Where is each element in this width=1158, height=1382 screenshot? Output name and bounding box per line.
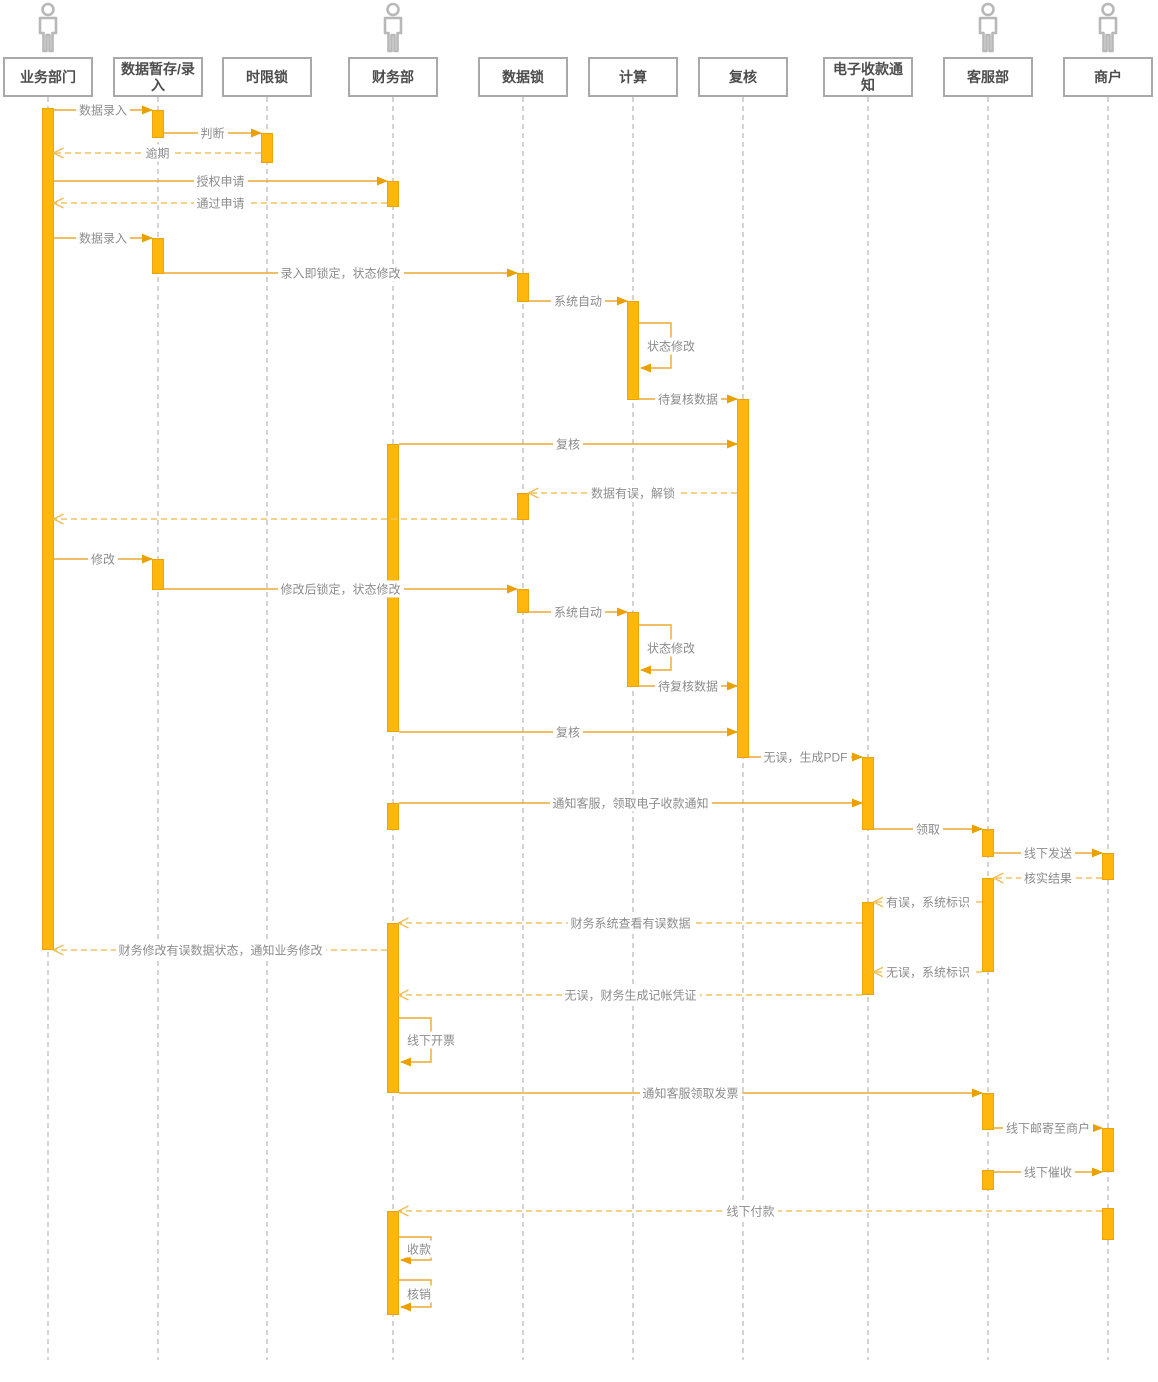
message-label-22: 线下发送 [1020, 844, 1076, 862]
message-label-15: 系统自动 [550, 603, 606, 621]
message-label-28: 无误，财务生成记帐凭证 [561, 986, 700, 1004]
message-label-26: 财务修改有误数据状态，通知业务修改 [115, 941, 326, 959]
lifeline-header-calc[interactable]: 计算 [588, 57, 678, 97]
activation-bar-calc-14 [627, 612, 639, 687]
self-message-label-29: 线下开票 [405, 1031, 458, 1049]
activation-bar-staging-2 [152, 238, 164, 274]
lifeline-header-datalock[interactable]: 数据锁 [478, 57, 568, 97]
message-label-4: 通过申请 [193, 194, 248, 212]
message-label-17: 待复核数据 [654, 677, 722, 695]
self-message-label-34: 收款 [405, 1240, 434, 1257]
message-label-10: 复核 [552, 435, 584, 453]
message-label-23: 核实结果 [1020, 869, 1076, 887]
actor-icon-merchant [1098, 2, 1118, 53]
self-message-label-8: 状态修改 [645, 337, 698, 354]
activation-bar-timelock-4 [261, 133, 273, 163]
lifeline-header-business[interactable]: 业务部门 [3, 57, 93, 97]
message-label-20: 通知客服，领取电子收款通知 [549, 794, 712, 812]
activation-bar-finance-7 [387, 803, 399, 830]
self-message-label-35: 核销 [405, 1285, 434, 1302]
activation-bar-service-18 [982, 829, 994, 857]
message-label-21: 领取 [912, 820, 944, 838]
message-label-33: 线下付款 [723, 1202, 778, 1220]
message-label-32: 线下催收 [1020, 1163, 1076, 1181]
message-label-11: 数据有误，解锁 [587, 484, 679, 502]
message-label-14: 修改后锁定，状态修改 [277, 580, 404, 598]
activation-bar-datalock-11 [517, 493, 529, 520]
actor-icon-finance [383, 2, 403, 53]
message-label-27: 无误，系统标识 [882, 963, 974, 981]
message-label-7: 系统自动 [550, 292, 606, 310]
activation-bar-staging-1 [152, 110, 164, 138]
self-message-label-16: 状态修改 [645, 639, 698, 656]
message-label-31: 线下邮寄至商户 [1002, 1119, 1094, 1137]
activation-bar-datalock-12 [517, 589, 529, 613]
activation-bar-enotice-16 [862, 757, 874, 830]
message-label-25: 财务系统查看有误数据 [567, 914, 694, 932]
activation-bar-service-20 [982, 1093, 994, 1130]
actor-icon-business [38, 2, 58, 53]
activation-bar-merchant-22 [1102, 853, 1114, 880]
lifeline-header-staging[interactable]: 数据暂存/录入 [113, 57, 203, 97]
activation-bar-merchant-23 [1102, 1128, 1114, 1172]
lifeline-header-service[interactable]: 客服部 [943, 57, 1033, 97]
message-label-1: 判断 [197, 124, 228, 142]
activation-bar-service-19 [982, 878, 994, 972]
lifeline-header-review[interactable]: 复核 [698, 57, 788, 97]
activation-bar-finance-5 [387, 181, 399, 207]
message-label-2: 逾期 [142, 144, 173, 162]
lifeline-header-merchant[interactable]: 商户 [1063, 57, 1153, 97]
message-label-24: 有误，系统标识 [882, 893, 974, 911]
lifeline-header-timelock[interactable]: 时限锁 [222, 57, 312, 97]
lifeline-header-finance[interactable]: 财务部 [348, 57, 438, 97]
activation-bar-datalock-10 [517, 273, 529, 302]
message-label-6: 录入即锁定，状态修改 [277, 264, 404, 282]
activation-bar-merchant-24 [1102, 1208, 1114, 1240]
message-label-19: 无误，生成PDF [760, 748, 851, 766]
activation-bar-business-0 [42, 108, 54, 950]
activation-bar-finance-9 [387, 1211, 399, 1315]
message-label-0: 数据录入 [75, 101, 131, 119]
message-label-5: 数据录入 [75, 229, 131, 247]
activation-bar-enotice-17 [862, 902, 874, 995]
message-label-9: 待复核数据 [654, 390, 722, 408]
activation-bar-service-21 [982, 1170, 994, 1190]
activation-bar-review-15 [737, 399, 749, 758]
activation-bar-finance-8 [387, 923, 399, 1093]
message-label-3: 授权申请 [193, 172, 248, 190]
message-label-18: 复核 [552, 723, 584, 741]
actor-icon-service [978, 2, 998, 53]
activation-bar-calc-13 [627, 301, 639, 400]
activation-bar-staging-3 [152, 559, 164, 590]
message-label-13: 修改 [87, 550, 119, 568]
message-label-30: 通知客服领取发票 [639, 1084, 742, 1102]
lifeline-header-enotice[interactable]: 电子收款通知 [823, 57, 913, 97]
